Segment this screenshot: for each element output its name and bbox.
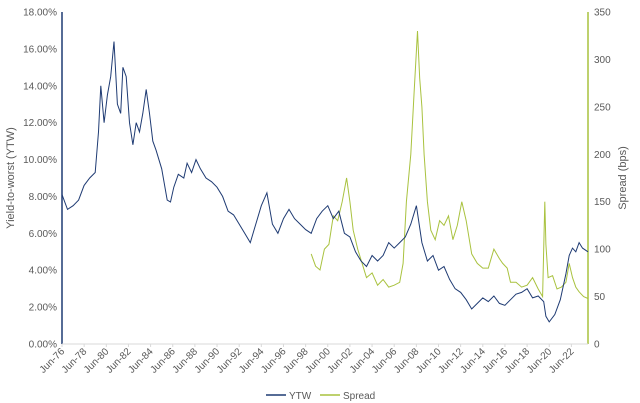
y-left-tick-label: 4.00% <box>29 266 57 277</box>
series-line-spread <box>310 30 589 299</box>
legend: YTW Spread <box>266 391 375 402</box>
y-right-tick-label: 350 <box>594 8 611 19</box>
y-left-tick-label: 14.00% <box>23 81 57 92</box>
legend-label-ytw: YTW <box>289 391 312 402</box>
series-line-ytw <box>61 41 589 323</box>
y-right-axis-label: Spread (bps) <box>617 146 629 210</box>
y-right-tick-label: 150 <box>594 197 611 208</box>
y-left-tick-labels: 0.00% 2.00% 4.00% 6.00% 8.00% 10.00% 12.00% 14.… <box>23 8 57 351</box>
y-left-tick-label: 18.00% <box>23 8 57 19</box>
y-left-tick-label: 8.00% <box>29 192 57 203</box>
y-right-tick-label: 200 <box>594 150 611 161</box>
y-right-tick-label: 300 <box>594 55 611 66</box>
y-right-tick-labels: 0 50 100 150 200 250 300 350 <box>594 8 611 351</box>
legend-label-spread: Spread <box>343 391 375 402</box>
y-right-tick-label: 250 <box>594 102 611 113</box>
y-left-tick-label: 12.00% <box>23 118 57 129</box>
y-left-tick-label: 2.00% <box>29 303 57 314</box>
y-left-tick-label: 10.00% <box>23 155 57 166</box>
y-right-tick-label: 50 <box>594 292 606 303</box>
y-left-tick-label: 6.00% <box>29 229 57 240</box>
x-tick-labels: Jun-76Jun-78Jun-80Jun-82Jun-84Jun-86Jun-… <box>38 344 577 376</box>
y-left-tick-label: 16.00% <box>23 44 57 55</box>
y-left-axis-label: Yield-to-worst (YTW) <box>5 127 17 229</box>
y-right-tick-label: 100 <box>594 245 611 256</box>
y-right-tick-label: 0 <box>594 340 600 351</box>
y-left-tick-label: 0.00% <box>29 340 57 351</box>
x-tick-label: Jun-22 <box>547 346 577 376</box>
